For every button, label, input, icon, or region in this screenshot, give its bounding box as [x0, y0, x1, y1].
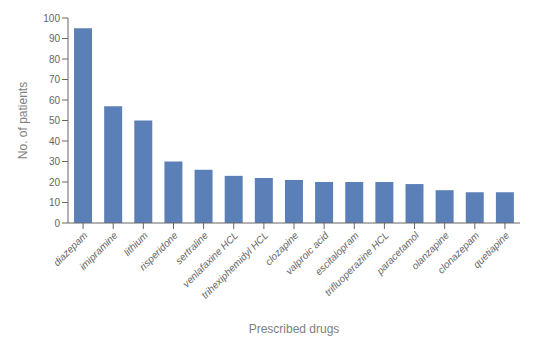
svg-text:trifluoperazine HCL: trifluoperazine HCL	[322, 229, 391, 298]
svg-text:40: 40	[49, 136, 61, 147]
svg-text:trihexiphemidyl HCL: trihexiphemidyl HCL	[199, 230, 270, 301]
svg-text:quetiapine: quetiapine	[471, 229, 512, 270]
svg-text:valproic acid: valproic acid	[283, 229, 331, 277]
svg-text:risperidone: risperidone	[137, 229, 180, 272]
svg-text:sertraline: sertraline	[173, 229, 210, 267]
svg-text:Prescribed drugs: Prescribed drugs	[249, 322, 340, 336]
svg-text:100: 100	[43, 13, 60, 24]
svg-text:clonazepam: clonazepam	[435, 230, 481, 276]
svg-text:80: 80	[49, 54, 61, 65]
svg-text:escitalopram: escitalopram	[312, 229, 361, 278]
svg-text:50: 50	[49, 115, 61, 126]
svg-text:venlafaxine HCL: venlafaxine HCL	[181, 230, 241, 290]
svg-text:60: 60	[49, 95, 61, 106]
svg-text:20: 20	[49, 177, 61, 188]
svg-text:imipramine: imipramine	[77, 229, 120, 272]
svg-text:90: 90	[49, 33, 61, 44]
svg-text:olanzapine: olanzapine	[409, 229, 452, 272]
svg-text:70: 70	[49, 74, 61, 85]
svg-text:No. of patients: No. of patients	[16, 82, 30, 159]
svg-text:30: 30	[49, 156, 61, 167]
svg-text:0: 0	[54, 218, 60, 229]
svg-text:clozapine: clozapine	[262, 229, 301, 268]
svg-text:paracetamol: paracetamol	[374, 229, 421, 277]
svg-text:10: 10	[49, 197, 61, 208]
svg-text:lithium: lithium	[122, 230, 150, 258]
svg-text:diazepam: diazepam	[51, 229, 90, 269]
